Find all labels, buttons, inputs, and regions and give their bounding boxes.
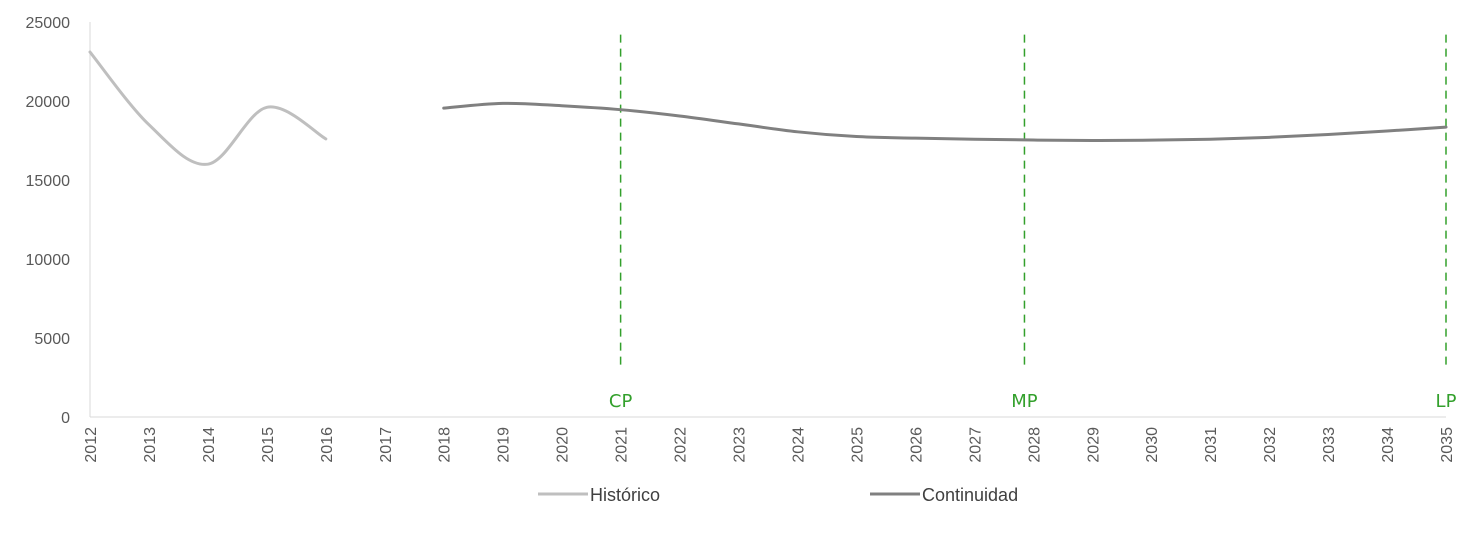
reference-label-cp: CP xyxy=(609,391,633,412)
y-tick-label-20000: 20000 xyxy=(26,94,71,111)
x-tick-label-2022: 2022 xyxy=(673,427,690,463)
x-tick-label-2014: 2014 xyxy=(201,427,218,463)
y-axis-tick-labels: 0 5000 10000 15000 20000 25000 xyxy=(26,15,71,427)
x-tick-label-2018: 2018 xyxy=(437,427,454,463)
x-tick-label-2023: 2023 xyxy=(732,427,749,463)
y-tick-label-15000: 15000 xyxy=(26,173,71,190)
x-tick-label-2017: 2017 xyxy=(378,427,395,463)
chart-axes xyxy=(89,22,1446,418)
y-tick-label-5000: 5000 xyxy=(34,331,70,348)
x-tick-label-2032: 2032 xyxy=(1262,427,1279,463)
x-tick-label-2013: 2013 xyxy=(142,427,159,463)
x-tick-label-2033: 2033 xyxy=(1321,427,1338,463)
y-tick-label-10000: 10000 xyxy=(26,252,71,269)
x-tick-label-2021: 2021 xyxy=(614,427,631,463)
chart-legend: Histórico Continuidad xyxy=(538,485,1018,505)
x-tick-label-2029: 2029 xyxy=(1085,427,1102,463)
series-line-historico xyxy=(88,50,328,166)
x-axis-tick-labels: 2012 2013 2014 2015 2016 2017 2018 2019 2020 2021… xyxy=(83,427,1456,463)
x-tick-label-2020: 2020 xyxy=(555,427,572,463)
legend-label-continuidad: Continuidad xyxy=(922,485,1018,505)
series-line-continuidad xyxy=(442,101,1448,143)
reference-lines: CP MP LP xyxy=(609,34,1457,412)
x-tick-label-2024: 2024 xyxy=(790,427,807,463)
x-tick-label-2025: 2025 xyxy=(849,427,866,463)
x-tick-label-2030: 2030 xyxy=(1144,427,1161,463)
legend-label-historico: Histórico xyxy=(590,485,660,505)
x-tick-label-2026: 2026 xyxy=(908,427,925,463)
data-series xyxy=(88,50,1448,166)
x-tick-label-2031: 2031 xyxy=(1203,427,1220,463)
y-tick-label-0: 0 xyxy=(61,410,70,427)
reference-label-lp: LP xyxy=(1436,391,1457,412)
y-tick-label-25000: 25000 xyxy=(26,15,71,32)
x-tick-label-2015: 2015 xyxy=(260,427,277,463)
x-tick-label-2035: 2035 xyxy=(1439,427,1456,463)
x-tick-label-2016: 2016 xyxy=(319,427,336,463)
x-tick-label-2019: 2019 xyxy=(496,427,513,463)
x-tick-label-2027: 2027 xyxy=(967,427,984,463)
x-tick-label-2012: 2012 xyxy=(83,427,100,463)
reference-label-mp: MP xyxy=(1011,391,1038,412)
x-tick-label-2034: 2034 xyxy=(1380,427,1397,463)
x-tick-label-2028: 2028 xyxy=(1026,427,1043,463)
